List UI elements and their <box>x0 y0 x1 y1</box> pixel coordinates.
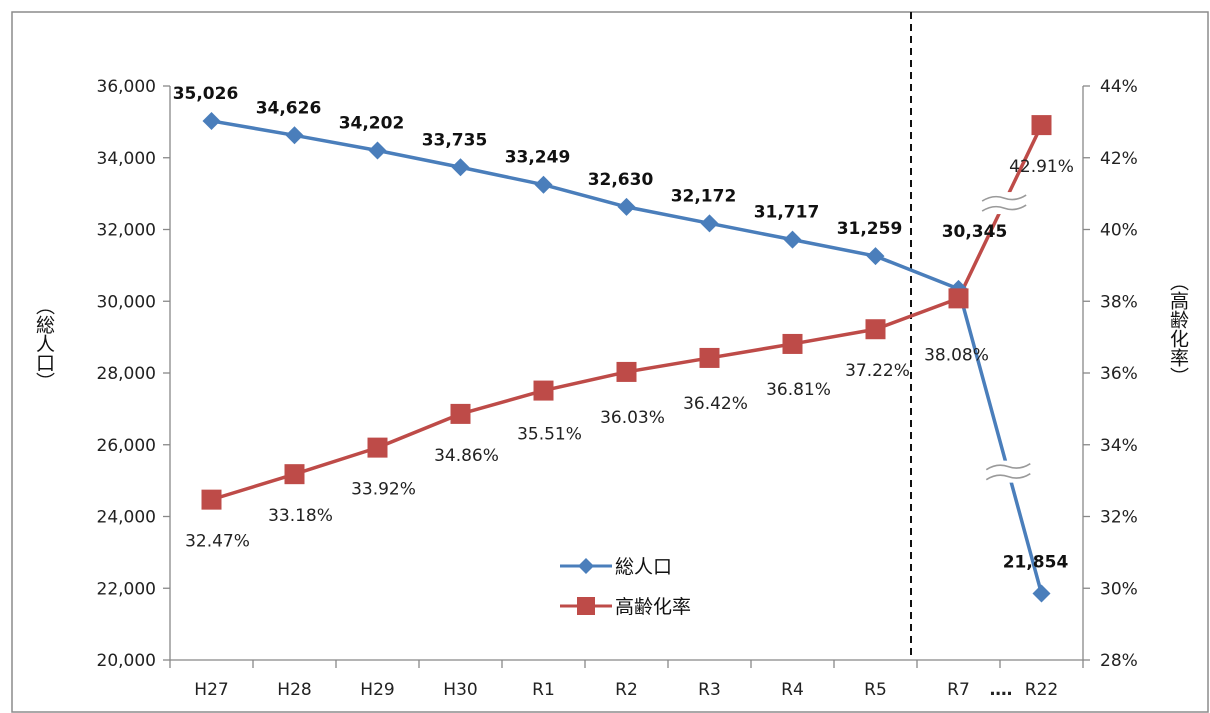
left-tick-label: 36,000 <box>97 77 156 97</box>
aging-rate-marker <box>865 319 886 340</box>
aging-rate-data-label: 38.08% <box>924 345 989 365</box>
series-markers <box>201 111 1052 603</box>
population-marker <box>617 197 636 216</box>
break-mark-wave <box>985 462 1031 471</box>
aging-rate-data-label: 36.42% <box>683 394 748 414</box>
category-label: R3 <box>698 680 721 700</box>
aging-rate-data-label: 32.47% <box>185 532 250 552</box>
category-label: H29 <box>360 680 394 700</box>
population-marker <box>368 141 387 160</box>
right-axis-title-text: （高齢化率） <box>1167 272 1189 386</box>
right-tick-label: 44% <box>1100 77 1138 97</box>
break-mark-wave <box>981 194 1027 202</box>
aging-rate-data-label: 33.18% <box>268 506 333 526</box>
aging-rate-marker <box>782 333 803 354</box>
left-tick-label: 30,000 <box>97 292 156 312</box>
left-axis-title-text: （総人口） <box>33 296 55 391</box>
right-tick-label: 36% <box>1100 364 1138 384</box>
population-data-label: 31,259 <box>837 219 903 239</box>
right-tick-label: 38% <box>1100 292 1138 312</box>
category-label: R22 <box>1025 680 1058 700</box>
population-marker <box>866 247 885 266</box>
break-mark-gap <box>978 192 1031 215</box>
aging-rate-marker <box>699 347 720 368</box>
right-axis-title: （高齢化率） <box>1167 272 1189 386</box>
category-axis-ticks: H27 H28 H29 H30 R1 R2 R3 R4 R5 R7 R22 ‥‥ <box>169 660 1084 700</box>
aging-rate-data-label: 33.92% <box>351 480 416 500</box>
population-marker <box>202 111 221 130</box>
population-data-label: 30,345 <box>942 222 1008 242</box>
left-tick-label: 24,000 <box>97 508 156 528</box>
category-label: H28 <box>277 680 311 700</box>
aging-rate-break-mark <box>978 192 1031 215</box>
left-tick-label: 26,000 <box>97 436 156 456</box>
left-axis-ticks: 20,000 22,000 24,000 26,000 28,000 30,000 32,0… <box>97 77 170 671</box>
population-break-mark <box>982 460 1035 483</box>
category-separator: ‥‥ <box>990 680 1013 700</box>
population-marker <box>783 230 802 249</box>
aging-rate-data-label: 35.51% <box>517 425 582 445</box>
aging-rate-marker <box>533 380 554 401</box>
right-tick-label: 28% <box>1100 651 1138 671</box>
aging-rate-marker <box>201 489 222 510</box>
data-labels: 35,026 34,626 34,202 33,735 33,249 32,630 32,1… <box>173 84 1074 573</box>
legend-item-aging-rate: 高齢化率 <box>560 596 691 618</box>
category-label: R7 <box>947 680 970 700</box>
left-tick-label: 20,000 <box>97 651 156 671</box>
category-label: H27 <box>194 680 228 700</box>
legend: 総人口 高齢化率 <box>560 556 691 618</box>
break-mark-wave <box>981 204 1027 212</box>
population-marker <box>534 175 553 194</box>
right-tick-label: 32% <box>1100 508 1138 528</box>
population-data-label: 32,172 <box>671 186 737 206</box>
legend-aging-rate-label: 高齢化率 <box>615 596 691 618</box>
population-marker <box>700 214 719 233</box>
category-label: H30 <box>443 680 477 700</box>
aging-rate-marker <box>948 288 969 309</box>
left-tick-label: 28,000 <box>97 364 156 384</box>
right-tick-label: 30% <box>1100 579 1138 599</box>
left-tick-label: 32,000 <box>97 221 156 241</box>
legend-item-population: 総人口 <box>560 556 672 578</box>
category-label: R4 <box>781 680 804 700</box>
category-label: R2 <box>615 680 638 700</box>
left-tick-label: 34,000 <box>97 149 156 169</box>
population-data-label: 32,630 <box>588 170 654 190</box>
population-marker <box>1032 584 1051 603</box>
population-marker <box>285 126 304 145</box>
legend-population-label: 総人口 <box>615 556 672 578</box>
aging-rate-marker <box>616 361 637 382</box>
category-label: R5 <box>864 680 887 700</box>
aging-rate-data-label: 36.81% <box>766 380 831 400</box>
legend-population-marker <box>578 558 594 574</box>
break-mark-wave <box>985 472 1031 481</box>
population-data-label: 35,026 <box>173 84 239 104</box>
aging-rate-marker <box>367 437 388 458</box>
aging-rate-data-label: 37.22% <box>845 361 910 381</box>
category-label: R1 <box>532 680 555 700</box>
aging-rate-data-label: 42.91% <box>1009 157 1074 177</box>
aging-rate-marker <box>284 464 305 485</box>
population-data-label: 34,626 <box>256 98 322 118</box>
left-axis-title: （総人口） <box>33 296 55 391</box>
aging-rate-marker <box>1031 115 1052 136</box>
population-data-label: 31,717 <box>754 203 820 223</box>
right-tick-label: 42% <box>1100 149 1138 169</box>
right-axis-ticks: 28% 30% 32% 34% 36% 38% 40% 42% 44% <box>1083 77 1138 671</box>
aging-rate-data-label: 36.03% <box>600 408 665 428</box>
axis-break-marks <box>978 192 1035 483</box>
population-data-label: 33,735 <box>422 130 488 150</box>
population-data-label: 21,854 <box>1003 552 1069 572</box>
legend-aging-rate-marker <box>577 597 595 615</box>
right-tick-label: 34% <box>1100 436 1138 456</box>
aging-rate-marker <box>450 403 471 424</box>
population-data-label: 34,202 <box>339 114 405 134</box>
right-tick-label: 40% <box>1100 221 1138 241</box>
break-mark-gap <box>982 460 1035 483</box>
left-tick-label: 22,000 <box>97 579 156 599</box>
population-data-label: 33,249 <box>505 148 571 168</box>
population-marker <box>451 158 470 177</box>
aging-rate-data-label: 34.86% <box>434 446 499 466</box>
